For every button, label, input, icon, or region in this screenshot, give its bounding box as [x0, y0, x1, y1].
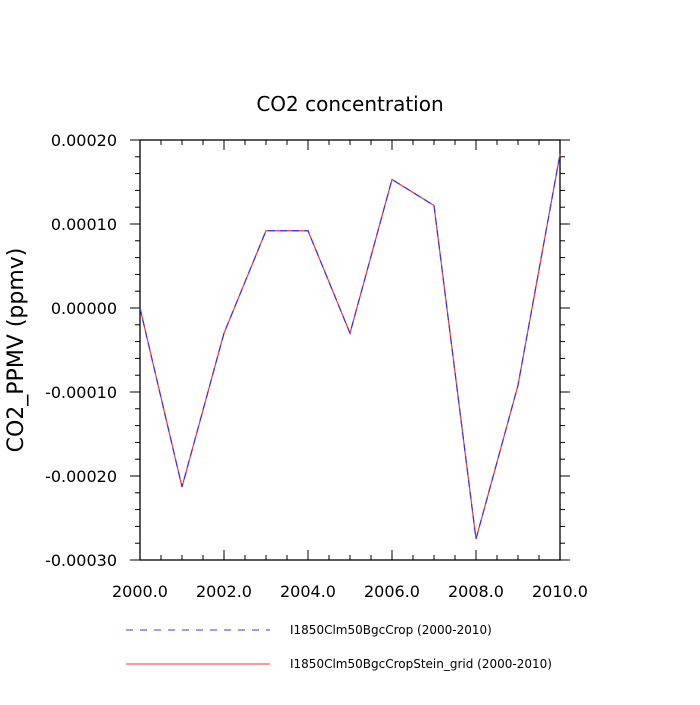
- y-tick-label: -0.00020: [45, 467, 117, 486]
- y-tick-label: -0.00030: [45, 551, 117, 570]
- plot-area: 2000.0 2002.0 2004.0 2006.0 2008.0 2010.0 0.00…: [45, 131, 588, 601]
- y-tick-label: 0.00010: [51, 215, 117, 234]
- y-tick-label: 0.00020: [51, 131, 117, 150]
- legend: I1850Clm50BgcCrop (2000-2010) I1850Clm50B…: [126, 623, 552, 671]
- x-tick-label: 2000.0: [112, 582, 168, 601]
- series-line-1: [139, 154, 561, 540]
- legend-label-2: I1850Clm50BgcCropStein_grid (2000-2010): [290, 657, 552, 671]
- plot-frame: [139, 139, 561, 561]
- legend-label-1: I1850Clm50BgcCrop (2000-2010): [290, 623, 492, 637]
- y-axis-title: CO2_PPMV (ppmv): [4, 248, 29, 453]
- series-line-2: [139, 154, 561, 540]
- y-tick-label: 0.00000: [51, 299, 117, 318]
- x-tick-label: 2002.0: [196, 582, 252, 601]
- y-tick-label: -0.00010: [45, 383, 117, 402]
- x-tick-label: 2008.0: [448, 582, 504, 601]
- x-tick-label: 2006.0: [364, 582, 420, 601]
- x-tick-label: 2004.0: [280, 582, 336, 601]
- chart-title: CO2 concentration: [256, 92, 443, 116]
- x-tick-label: 2010.0: [532, 582, 588, 601]
